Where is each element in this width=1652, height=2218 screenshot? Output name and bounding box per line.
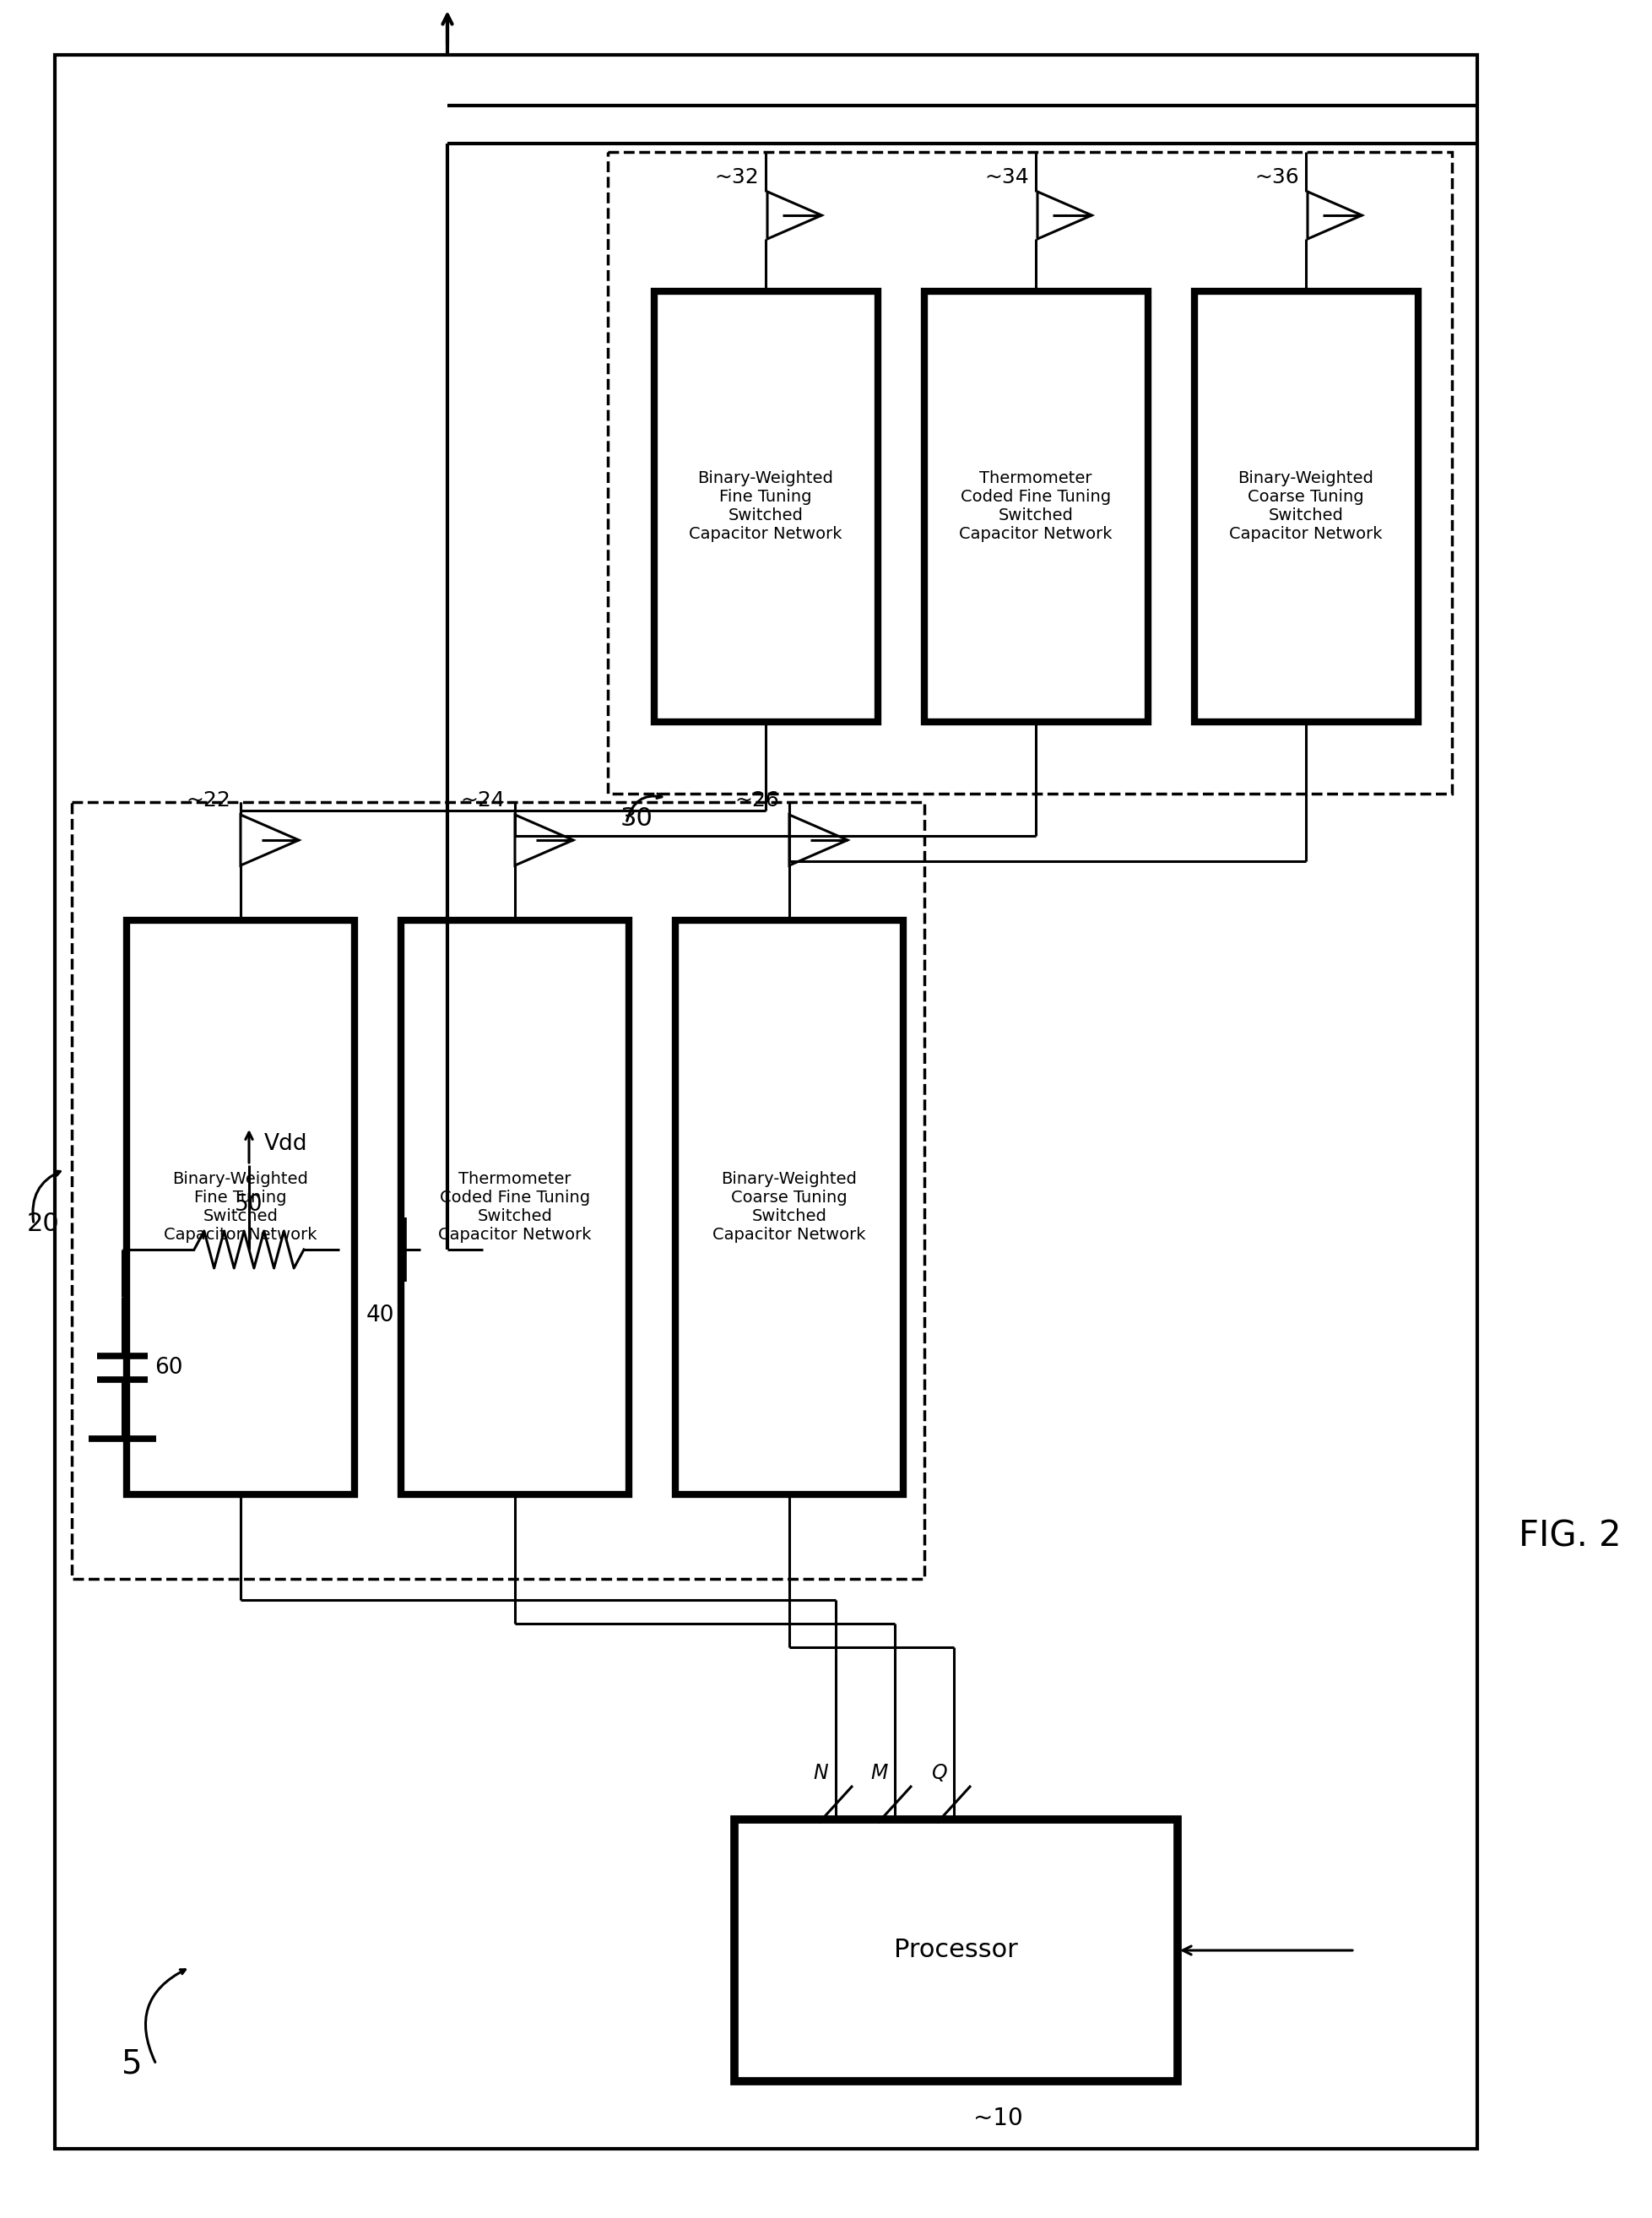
Text: 40: 40 bbox=[365, 1304, 395, 1326]
Polygon shape bbox=[767, 191, 821, 240]
Polygon shape bbox=[790, 814, 847, 865]
Text: Q: Q bbox=[930, 1763, 947, 1783]
Polygon shape bbox=[1308, 191, 1361, 240]
Text: ~26: ~26 bbox=[735, 790, 780, 810]
Bar bbox=[654, 291, 877, 721]
Bar bbox=[127, 920, 355, 1495]
Text: 30: 30 bbox=[621, 807, 653, 832]
Bar bbox=[401, 920, 629, 1495]
Polygon shape bbox=[241, 814, 299, 865]
Bar bbox=[676, 920, 904, 1495]
Polygon shape bbox=[420, 1222, 482, 1278]
Text: Binary-Weighted
Coarse Tuning
Switched
Capacitor Network: Binary-Weighted Coarse Tuning Switched C… bbox=[712, 1171, 866, 1244]
Polygon shape bbox=[515, 814, 573, 865]
Text: Binary-Weighted
Fine Tuning
Switched
Capacitor Network: Binary-Weighted Fine Tuning Switched Cap… bbox=[689, 470, 843, 543]
Text: FIG. 2: FIG. 2 bbox=[1518, 1519, 1621, 1555]
Text: M: M bbox=[871, 1763, 889, 1783]
Text: N: N bbox=[813, 1763, 828, 1783]
Text: ~36: ~36 bbox=[1254, 166, 1298, 189]
Text: Thermometer
Coded Fine Tuning
Switched
Capacitor Network: Thermometer Coded Fine Tuning Switched C… bbox=[438, 1171, 591, 1244]
Text: 60: 60 bbox=[155, 1357, 183, 1380]
Bar bbox=[925, 291, 1148, 721]
Text: Thermometer
Coded Fine Tuning
Switched
Capacitor Network: Thermometer Coded Fine Tuning Switched C… bbox=[960, 470, 1112, 543]
Polygon shape bbox=[339, 1218, 403, 1282]
Bar bbox=[55, 55, 1477, 2149]
Text: Vdd: Vdd bbox=[264, 1133, 307, 1156]
Text: 5: 5 bbox=[121, 2047, 140, 2080]
Bar bbox=[608, 153, 1452, 794]
Text: ~22: ~22 bbox=[185, 790, 230, 810]
Bar bbox=[1194, 291, 1417, 721]
Text: ~24: ~24 bbox=[461, 790, 506, 810]
Text: 50: 50 bbox=[235, 1193, 263, 1215]
Text: ~10: ~10 bbox=[973, 2107, 1023, 2129]
Polygon shape bbox=[1037, 191, 1092, 240]
Text: Binary-Weighted
Coarse Tuning
Switched
Capacitor Network: Binary-Weighted Coarse Tuning Switched C… bbox=[1229, 470, 1383, 543]
Text: 20: 20 bbox=[26, 1211, 59, 1235]
Text: ~32: ~32 bbox=[714, 166, 758, 189]
Text: Processor: Processor bbox=[894, 1939, 1018, 1963]
Bar bbox=[735, 1819, 1178, 2080]
Text: ~34: ~34 bbox=[985, 166, 1029, 189]
Bar bbox=[71, 803, 925, 1579]
Text: Binary-Weighted
Fine Tuning
Switched
Capacitor Network: Binary-Weighted Fine Tuning Switched Cap… bbox=[164, 1171, 317, 1244]
